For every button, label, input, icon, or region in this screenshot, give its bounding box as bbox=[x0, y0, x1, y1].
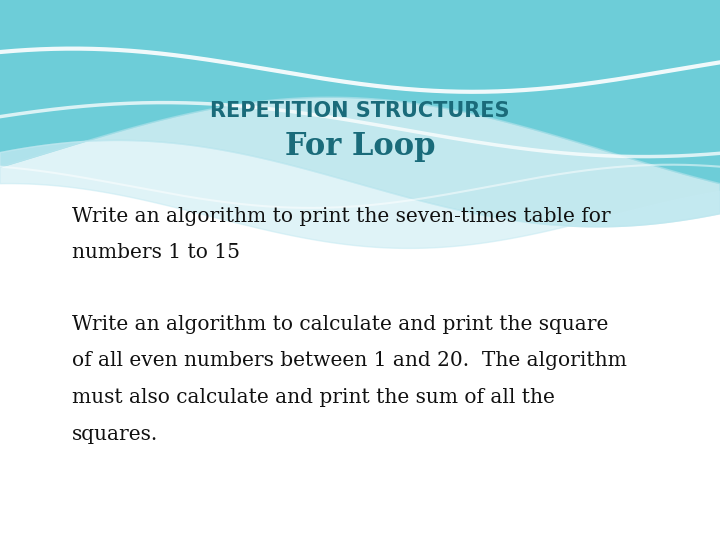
Text: Write an algorithm to print the seven-times table for: Write an algorithm to print the seven-ti… bbox=[72, 206, 611, 226]
Text: squares.: squares. bbox=[72, 424, 158, 444]
Text: Write an algorithm to calculate and print the square: Write an algorithm to calculate and prin… bbox=[72, 314, 608, 334]
Text: must also calculate and print the sum of all the: must also calculate and print the sum of… bbox=[72, 388, 555, 407]
Text: REPETITION STRUCTURES: REPETITION STRUCTURES bbox=[210, 100, 510, 121]
Text: numbers 1 to 15: numbers 1 to 15 bbox=[72, 243, 240, 262]
Text: of all even numbers between 1 and 20.  The algorithm: of all even numbers between 1 and 20. Th… bbox=[72, 351, 627, 370]
Text: For Loop: For Loop bbox=[284, 131, 436, 163]
